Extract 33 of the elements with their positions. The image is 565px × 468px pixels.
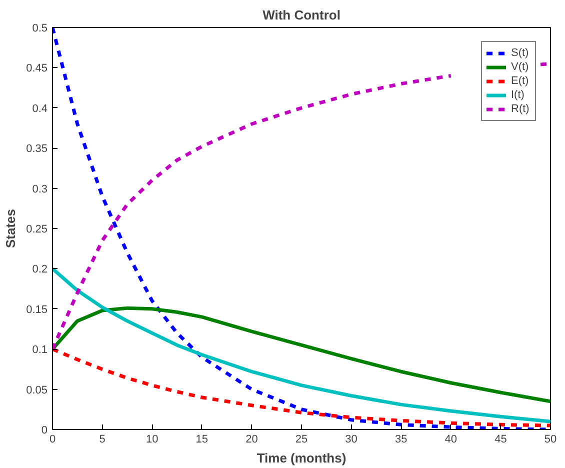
legend-label: V(t) bbox=[511, 60, 530, 74]
y-tick-label: 0.1 bbox=[32, 344, 48, 356]
x-tick-label: 10 bbox=[146, 434, 158, 446]
y-tick-label: 0.4 bbox=[32, 102, 48, 115]
x-tick-label: 40 bbox=[444, 434, 458, 446]
x-tick-label: 30 bbox=[345, 434, 358, 446]
line-series bbox=[52, 266, 550, 424]
legend-label: R(t) bbox=[511, 102, 530, 116]
x-tick-label: 45 bbox=[494, 434, 507, 446]
y-tick-label: 0.25 bbox=[26, 224, 48, 236]
x-tick-label: 25 bbox=[295, 434, 308, 446]
line-series bbox=[52, 347, 550, 428]
y-tick-label: 0 bbox=[41, 424, 48, 436]
line-series bbox=[52, 306, 550, 404]
y-tick-label: 0.05 bbox=[26, 384, 48, 396]
x-tick-label: 5 bbox=[99, 434, 106, 446]
y-tick-label: 0.3 bbox=[32, 183, 48, 196]
x-tick-label: 20 bbox=[246, 434, 258, 446]
x-tick-label: 0 bbox=[49, 434, 56, 446]
y-tick-label: 0.35 bbox=[26, 143, 48, 156]
y-tick-label: 0.15 bbox=[26, 304, 48, 316]
legend-label: E(t) bbox=[511, 74, 530, 88]
y-tick-label: 0.2 bbox=[32, 264, 48, 276]
y-tick-label: 0.5 bbox=[32, 22, 48, 34]
x-axis-title: Time (months) bbox=[256, 450, 346, 466]
legend-label: I(t) bbox=[511, 88, 526, 102]
x-tick-label: 15 bbox=[196, 434, 208, 446]
x-tick-label: 50 bbox=[544, 434, 557, 446]
x-tick-label: 35 bbox=[394, 434, 408, 446]
y-axis-title: States bbox=[3, 208, 18, 248]
y-tick-label: 0.45 bbox=[26, 62, 48, 75]
chart-title: With Control bbox=[262, 8, 340, 22]
legend-label: S(t) bbox=[511, 46, 530, 60]
